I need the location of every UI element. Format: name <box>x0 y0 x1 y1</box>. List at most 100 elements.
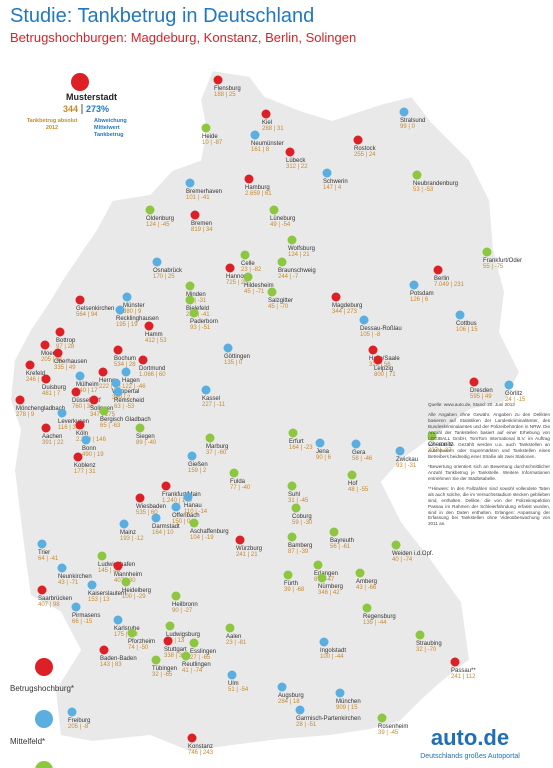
city-values: 164 | 10 <box>152 530 174 536</box>
city-name: Potsdam <box>410 291 434 297</box>
city-values: 93 | -51 <box>190 325 211 331</box>
city-name: Oldenburg <box>146 216 174 222</box>
city-values: 725 | 25 <box>226 280 248 286</box>
city-name: Kiel <box>262 120 272 126</box>
city-name: Amberg <box>356 579 377 585</box>
city-values: 10 | -87 <box>202 140 223 146</box>
city-dot <box>187 733 197 743</box>
city-name: Heilbronn <box>172 602 198 608</box>
city-dot <box>71 387 81 397</box>
logo-tagline: Deutschlands großes Autoportal <box>420 753 520 760</box>
city-dot <box>152 257 162 267</box>
city-dot <box>277 257 287 267</box>
city-values: 78 | -31 <box>186 298 207 304</box>
city-name: Neubrandenburg <box>413 181 458 187</box>
city-dot <box>57 408 67 418</box>
city-dot <box>171 502 181 512</box>
city-values: 177 | 31 <box>74 469 96 475</box>
city-name: Dresden <box>470 388 493 394</box>
city-dot <box>391 540 401 550</box>
city-name: Kassel <box>202 396 220 402</box>
city-name: Frankfurt/Oder <box>483 258 522 264</box>
key-dot <box>71 73 89 91</box>
city-dot <box>119 519 129 529</box>
city-values: 90 | -27 <box>172 608 193 614</box>
city-dot <box>267 287 277 297</box>
city-name: Baden-Baden <box>100 656 137 662</box>
city-dot <box>161 481 171 491</box>
city-dot <box>135 493 145 503</box>
city-values: 105 | -8 <box>360 332 381 338</box>
city-name: Minden <box>186 292 206 298</box>
city-dot <box>291 503 301 513</box>
city-name: Schwerin <box>323 179 348 185</box>
city-name: Weiden i.d.Opf. <box>392 551 434 557</box>
legend-dot <box>35 710 53 728</box>
city-name: Hof <box>348 481 358 487</box>
key-deviation-label-line: Abweichung <box>94 118 127 124</box>
city-dot <box>205 433 215 443</box>
city-dot <box>355 568 365 578</box>
city-dot <box>288 428 298 438</box>
city-name: Münster <box>123 303 145 309</box>
city-name: Cottbus <box>456 321 477 327</box>
city-name: Erfurt <box>289 439 304 445</box>
city-dot <box>250 130 260 140</box>
city-values: 338 | 31 <box>164 653 186 659</box>
source-paragraph: Alle Angaben ohne Gewähr. Angaben zu den… <box>428 411 550 459</box>
city-values: 126 | 6 <box>410 297 429 303</box>
city-name: Stuttgart <box>164 647 187 653</box>
city-name: Köln <box>76 431 88 437</box>
city-name: Magdeburg <box>332 303 362 309</box>
city-values: 380 | 9 <box>123 309 142 315</box>
city-dot <box>189 308 199 318</box>
city-name: Hannover <box>226 274 252 280</box>
city-values: 48 | -55 <box>348 487 369 493</box>
city-name: Hanau <box>184 503 202 509</box>
city-name: Zwickau <box>396 457 418 463</box>
city-values: 322 | 56 <box>369 362 391 368</box>
legend-dot <box>35 761 53 768</box>
city-dot <box>399 107 409 117</box>
city-values: 43 | -71 <box>58 580 79 586</box>
city-dot <box>138 355 148 365</box>
city-dot <box>395 446 405 456</box>
city-values: 222 | 65 <box>99 384 121 390</box>
city-name: Aschaffenburg <box>190 529 229 535</box>
city-dot <box>122 292 132 302</box>
city-values: 140 | 17 <box>76 388 98 394</box>
city-name: Bremen <box>191 221 212 227</box>
city-dot <box>185 178 195 188</box>
city-name: Lüneburg <box>270 216 295 222</box>
city-dot <box>201 385 211 395</box>
city-dot <box>181 651 191 661</box>
key: Musterstadt 344 273% Tankbetrug absolut 2012… <box>27 73 127 138</box>
city-values: 59 | -30 <box>292 520 313 526</box>
city-values: 2.390 | 146 <box>76 437 107 443</box>
city-dot <box>409 280 419 290</box>
city-values: 153 | 13 <box>88 597 110 603</box>
city-name: Bochum <box>114 356 136 362</box>
city-dot <box>189 518 199 528</box>
city-values: 32 | -70 <box>416 647 437 653</box>
city-values: 481 | 7 <box>42 391 61 397</box>
city-values: 595 | 49 <box>470 394 492 400</box>
city-name: Paderborn <box>190 319 218 325</box>
city-dot <box>482 247 492 257</box>
logo[interactable]: auto.de <box>431 725 509 750</box>
city-values: 188 | 25 <box>214 92 236 98</box>
city-values: 255 | 24 <box>354 152 376 158</box>
city-dot <box>53 348 63 358</box>
city-dot <box>73 452 83 462</box>
city-name: Mannheim <box>114 572 142 578</box>
city-dot <box>295 705 305 715</box>
city-values: 56 | -61 <box>330 544 351 550</box>
city-dot <box>171 591 181 601</box>
city-dot <box>183 492 193 502</box>
city-name: Braunschweig <box>278 268 316 274</box>
city-dot <box>351 439 361 449</box>
city-values: 37 | -60 <box>206 450 227 456</box>
city-values: 284 | -41 <box>186 312 210 318</box>
city-dot <box>201 123 211 133</box>
city-values: 106 | 15 <box>456 327 478 333</box>
